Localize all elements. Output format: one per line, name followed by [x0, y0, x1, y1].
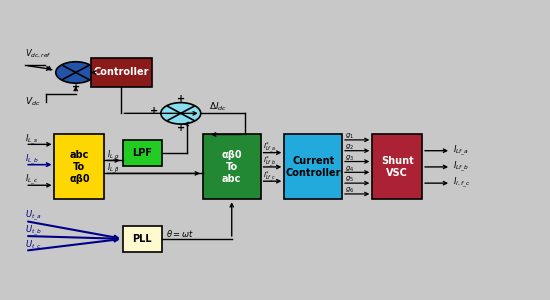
- Text: Current
Controller: Current Controller: [285, 156, 341, 178]
- Text: PLL: PLL: [133, 234, 152, 244]
- Text: $I^{*}_{Lf\_b}$: $I^{*}_{Lf\_b}$: [263, 155, 277, 170]
- Text: $g_1$: $g_1$: [345, 132, 354, 141]
- Text: $I_{L\_b}$: $I_{L\_b}$: [25, 152, 40, 167]
- Text: Controller: Controller: [94, 68, 149, 77]
- Text: $\theta = \omega t$: $\theta = \omega t$: [166, 228, 194, 239]
- Text: $I_{Lf\_b}$: $I_{Lf\_b}$: [453, 160, 469, 174]
- Bar: [54, 134, 104, 199]
- Text: LPF: LPF: [133, 148, 152, 158]
- Text: +: +: [72, 82, 80, 92]
- Text: $\Delta I_{dc}$: $\Delta I_{dc}$: [208, 100, 227, 112]
- Text: $g_5$: $g_5$: [345, 175, 354, 184]
- Circle shape: [56, 62, 96, 83]
- Text: $I^{*}_{Lf\_a}$: $I^{*}_{Lf\_a}$: [263, 141, 277, 156]
- Text: $I_{L\_\beta}$: $I_{L\_\beta}$: [107, 162, 120, 176]
- Bar: [284, 134, 342, 199]
- Text: αβ0
To
abc: αβ0 To abc: [222, 150, 242, 184]
- Circle shape: [161, 103, 201, 124]
- Text: abc
To
αβ0: abc To αβ0: [69, 150, 90, 184]
- Bar: [91, 58, 152, 87]
- Bar: [372, 134, 422, 199]
- Text: +: +: [151, 106, 158, 116]
- Text: –: –: [47, 65, 52, 75]
- Text: $I_{L\_\alpha}$: $I_{L\_\alpha}$: [107, 149, 120, 164]
- Text: $I^{*}_{Lf\_c}$: $I^{*}_{Lf\_c}$: [263, 169, 277, 184]
- Text: $I_{l,f\_c}$: $I_{l,f\_c}$: [453, 176, 470, 190]
- Text: $V_{dc,ref}$: $V_{dc,ref}$: [25, 48, 52, 60]
- Text: $U_{t\_b}$: $U_{t\_b}$: [25, 224, 42, 238]
- Bar: [203, 134, 261, 199]
- Text: $I_{L\_c}$: $I_{L\_c}$: [25, 173, 39, 188]
- Text: $I_{Lf\_a}$: $I_{Lf\_a}$: [453, 143, 469, 158]
- Text: $V_{dc}$: $V_{dc}$: [25, 96, 41, 108]
- Text: Shunt
VSC: Shunt VSC: [381, 156, 414, 178]
- Text: +: +: [177, 94, 185, 104]
- Bar: [123, 226, 162, 251]
- Text: $I_{L\_s}$: $I_{L\_s}$: [25, 132, 39, 146]
- Bar: [123, 140, 162, 166]
- Text: $g_6$: $g_6$: [345, 186, 354, 195]
- Text: $g_2$: $g_2$: [345, 143, 354, 152]
- Text: +: +: [177, 123, 185, 133]
- Text: $U_{t\_a}$: $U_{t\_a}$: [25, 209, 42, 223]
- Text: $g_3$: $g_3$: [345, 154, 354, 163]
- Text: $U_{t\_c}$: $U_{t\_c}$: [25, 238, 42, 253]
- Text: $g_4$: $g_4$: [345, 164, 354, 173]
